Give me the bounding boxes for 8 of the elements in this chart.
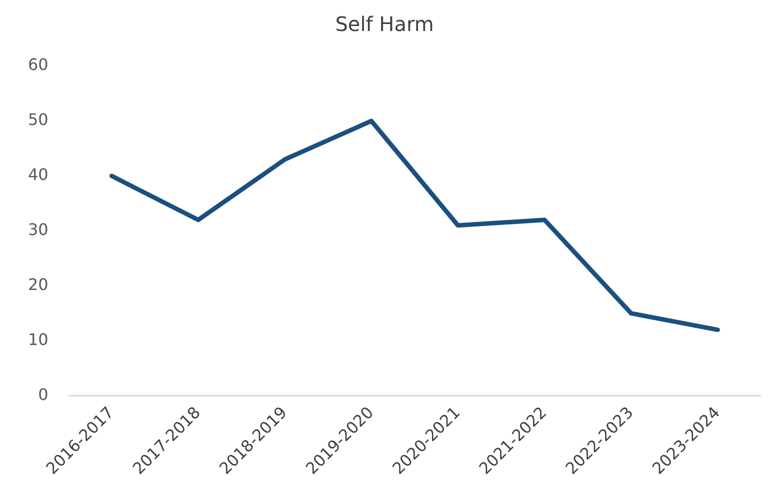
chart-title: Self Harm: [335, 12, 434, 36]
y-tick-label: 30: [28, 220, 48, 240]
y-tick-label: 20: [28, 274, 48, 294]
y-tick-label: 10: [28, 330, 48, 349]
y-tick-label: 50: [28, 110, 48, 130]
y-tick-label: 40: [28, 165, 48, 184]
y-tick-label: 0: [38, 384, 48, 404]
y-tick-label: 60: [28, 55, 48, 74]
